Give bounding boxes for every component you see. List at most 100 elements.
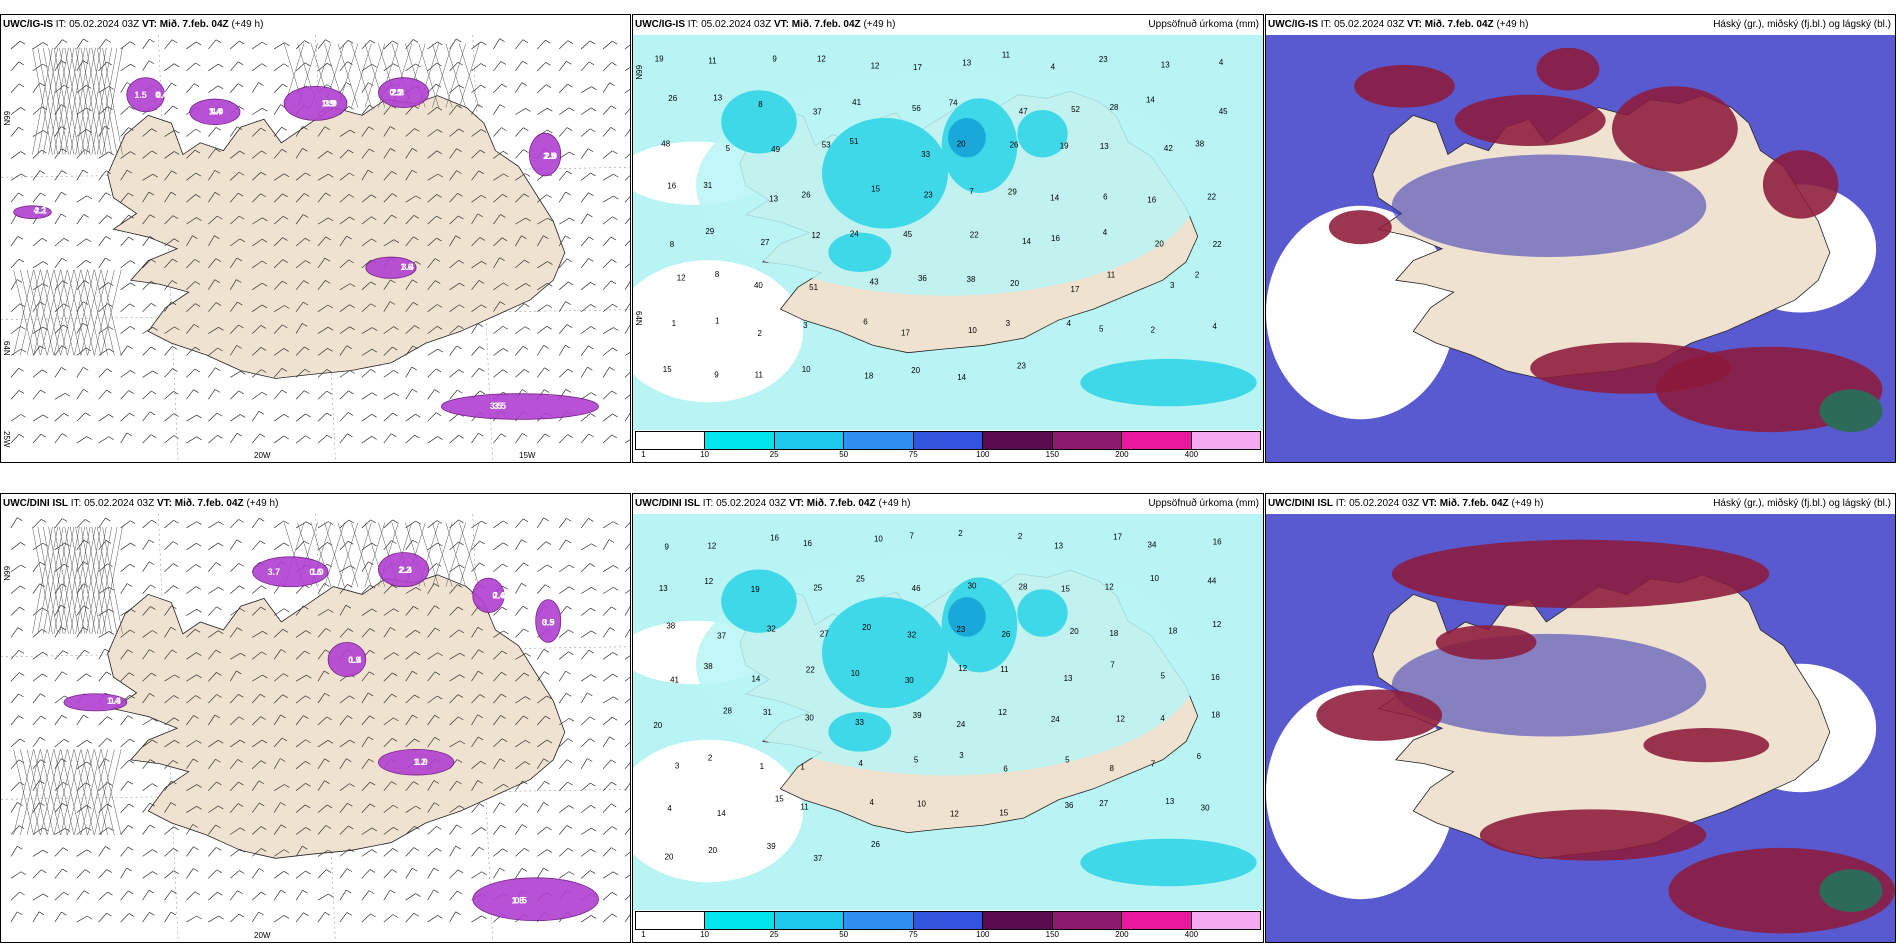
colorbar-label: 10 — [700, 450, 709, 459]
precip-value-label: 1.4 — [107, 696, 119, 706]
precip-map[interactable]: 19 11 9 12 12 17 13 11 4 23 13 4 26 13 8 37 41 56 74 47 52 28… — [633, 35, 1263, 430]
precip-value-label: 25 — [813, 584, 822, 593]
precip-value-label: 18 — [1211, 710, 1220, 719]
precip-value-label: 15 — [775, 795, 784, 804]
precip-value-label: 18 — [1168, 627, 1177, 636]
precip-value-label: 3 — [803, 321, 808, 330]
colorbar-label: 400 — [1184, 450, 1199, 459]
precip-value-label: 20 — [665, 852, 674, 861]
precip-value-label: 20 — [862, 623, 871, 632]
precip-value-label: 2 — [1195, 271, 1200, 280]
colorbar-label: 50 — [839, 930, 849, 939]
colorbar-swatch — [913, 432, 984, 449]
precip-blob — [528, 132, 562, 177]
precip-value-label: 4 — [1219, 58, 1224, 67]
precip-value-label: 40 — [754, 281, 763, 290]
colorbar-label: 100 — [976, 930, 990, 939]
precip-value-label: 23 — [956, 625, 965, 634]
precip-value-label: 10 — [874, 534, 883, 543]
precip-value-label: 8 — [670, 240, 675, 249]
precip-value-label: 44 — [1207, 576, 1216, 585]
colorbar-swatch — [636, 912, 706, 929]
precip-value-label: 10 — [917, 800, 926, 809]
precip-value-label: 3 — [1006, 319, 1011, 328]
precip-value-label: 22 — [806, 666, 815, 675]
precip-value-label: 24 — [956, 720, 965, 729]
precip-blob — [472, 577, 505, 613]
precip-value-label: 8 — [758, 100, 763, 109]
panel-wind-ig: UWC/IG-IS IT: 05.02.2024 03Z VT: Mið. 7.… — [0, 14, 631, 463]
precip-value-label: 10 — [1150, 574, 1159, 583]
iceland-land — [107, 574, 566, 859]
precip-value-label: 11 — [800, 802, 809, 811]
precip-value-label: 51 — [809, 283, 818, 292]
precip-blob — [63, 693, 128, 712]
cloud-map[interactable] — [1266, 514, 1895, 942]
high-cloud-area — [1479, 809, 1707, 861]
precip-value-label: 19 — [655, 54, 664, 63]
precip-value-label: 14 — [1050, 193, 1059, 202]
colorbar-swatch — [1122, 912, 1192, 929]
precip-value-label: 74 — [949, 98, 958, 107]
precip-value-label: 13 — [1100, 142, 1109, 151]
precip-value-label: 51 — [850, 137, 859, 146]
precip-value-label: 6 — [863, 318, 868, 327]
model-name: UWC/DINI ISL — [635, 498, 700, 509]
precip-value-label: 11 — [1002, 51, 1011, 60]
precip-value-label: 2 — [708, 754, 713, 763]
precip-value-label: 1 — [672, 319, 677, 328]
precip-value-label: 30 — [968, 582, 977, 591]
colorbar-swatch — [1052, 432, 1123, 449]
precip-map[interactable]: 9 12 16 16 10 7 2 2 13 17 34 16 13 12 19 25 25 46 30 28 15 12… — [633, 514, 1263, 910]
precip-value-label: 39 — [767, 842, 776, 851]
valid-time: Mið. 7.feb. 04Z — [174, 498, 244, 509]
wind-map[interactable]: 1.5 4.0 3.9 2.3 2.9 3.4 3.5 2.1 0.6 1.4 0.9 2.2 1.8 1… — [1, 35, 630, 462]
precip-value-label: 34 — [1148, 540, 1157, 549]
precip-value-label: 12 — [958, 664, 967, 673]
precip-value-label: 16 — [770, 534, 779, 543]
precip-value-label: 7 — [1110, 661, 1115, 670]
lead-time: (+49 h) — [231, 19, 264, 30]
precip-value-label: 12 — [1105, 583, 1114, 592]
precip-value-label: 28 — [1110, 103, 1119, 112]
precip-value-label: 38 — [666, 621, 675, 630]
precip-blob — [472, 877, 599, 921]
colorbar-label: 75 — [908, 450, 918, 459]
panel-cloud-dini: UWC/DINI ISL IT: 05.02.2024 03Z VT: Mið.… — [1265, 493, 1896, 943]
precip-value-label: 16 — [667, 181, 676, 190]
colorbar-swatch — [705, 912, 775, 929]
precip-value-label: 0.6 — [156, 90, 168, 100]
precip-value-label: 6 — [1197, 752, 1202, 761]
precip-value-label: 12 — [811, 231, 820, 240]
precip-value-label: 8 — [1110, 764, 1115, 773]
lon-label-20w: 20W — [254, 931, 271, 940]
precip-value-label: 12 — [1116, 714, 1125, 723]
precip-value-label: 36 — [918, 274, 927, 283]
panel-precip-ig: UWC/IG-IS IT: 05.02.2024 03Z VT: Mið. 7.… — [632, 14, 1264, 463]
precip-value-label: 17 — [1071, 285, 1080, 294]
colorbar-swatch — [983, 912, 1053, 929]
precip-value-label: 2.1 — [34, 205, 46, 215]
precip-blob — [535, 599, 562, 643]
precip-blob — [189, 98, 241, 126]
precip-blob — [378, 552, 430, 588]
panel-subtitle: Háský (gr.), miðský (fj.bl.) og lágský (… — [1713, 498, 1891, 509]
precip-blob — [283, 85, 348, 121]
precip-value-label: 47 — [1019, 107, 1028, 116]
precip-value-label: 23 — [1099, 55, 1108, 64]
precip-value-label: 22 — [970, 231, 979, 240]
precip-value-label: 22 — [1213, 240, 1222, 249]
precip-value-label: 16 — [1211, 673, 1220, 682]
precip-value-label: 1.2 — [413, 757, 425, 767]
init-time: IT: 05.02.2024 03Z — [70, 498, 155, 509]
wind-map[interactable]: 3.7 2.4 2.6 3.9 1.9 0.4 0.5 1.4 1.9 2.2 0.4 0.5 1.2 1… — [1, 514, 630, 942]
precip-colorbar: 1 10 25 50 75 100 150 200 400 — [633, 430, 1263, 462]
precip-value-label: 2.3 — [392, 88, 404, 98]
cloud-map[interactable] — [1266, 35, 1895, 462]
init-time: IT: 05.02.2024 03Z — [1320, 19, 1405, 30]
precip-value-label: 1 — [760, 762, 765, 771]
precip-value-label: 15 — [999, 808, 1008, 817]
colorbar-swatch — [774, 912, 845, 929]
model-name: UWC/IG-IS — [1268, 19, 1318, 30]
colorbar-swatch — [774, 432, 845, 449]
